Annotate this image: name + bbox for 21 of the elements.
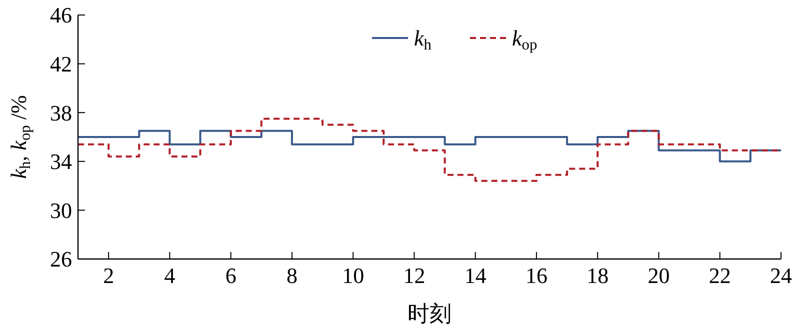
x-tick-label: 22 (708, 263, 731, 288)
x-tick-label: 18 (586, 263, 609, 288)
y-tick-label: 30 (50, 198, 72, 223)
x-tick-label: 24 (770, 263, 792, 288)
legend-label: k$_{h}$ (414, 26, 432, 54)
x-tick-label: 8 (286, 263, 298, 288)
x-tick-label: 2 (103, 263, 114, 288)
x-tick-label: 14 (464, 263, 486, 288)
y-tick-label: 46 (50, 2, 72, 28)
x-tick-label: 16 (525, 263, 548, 288)
y-tick-label: 38 (50, 100, 72, 126)
x-tick-label: 6 (225, 263, 236, 288)
legend-label: k$_{op}$ (512, 26, 538, 54)
x-tick-label: 10 (342, 263, 364, 288)
x-axis-title: 时刻 (408, 301, 452, 326)
x-tick-label: 12 (403, 263, 426, 288)
y-tick-label: 42 (50, 52, 72, 76)
x-tick-label: 4 (164, 263, 176, 288)
y-tick-label: 34 (50, 149, 72, 174)
y-tick-label: 26 (50, 246, 72, 272)
x-tick-label: 20 (648, 263, 670, 288)
